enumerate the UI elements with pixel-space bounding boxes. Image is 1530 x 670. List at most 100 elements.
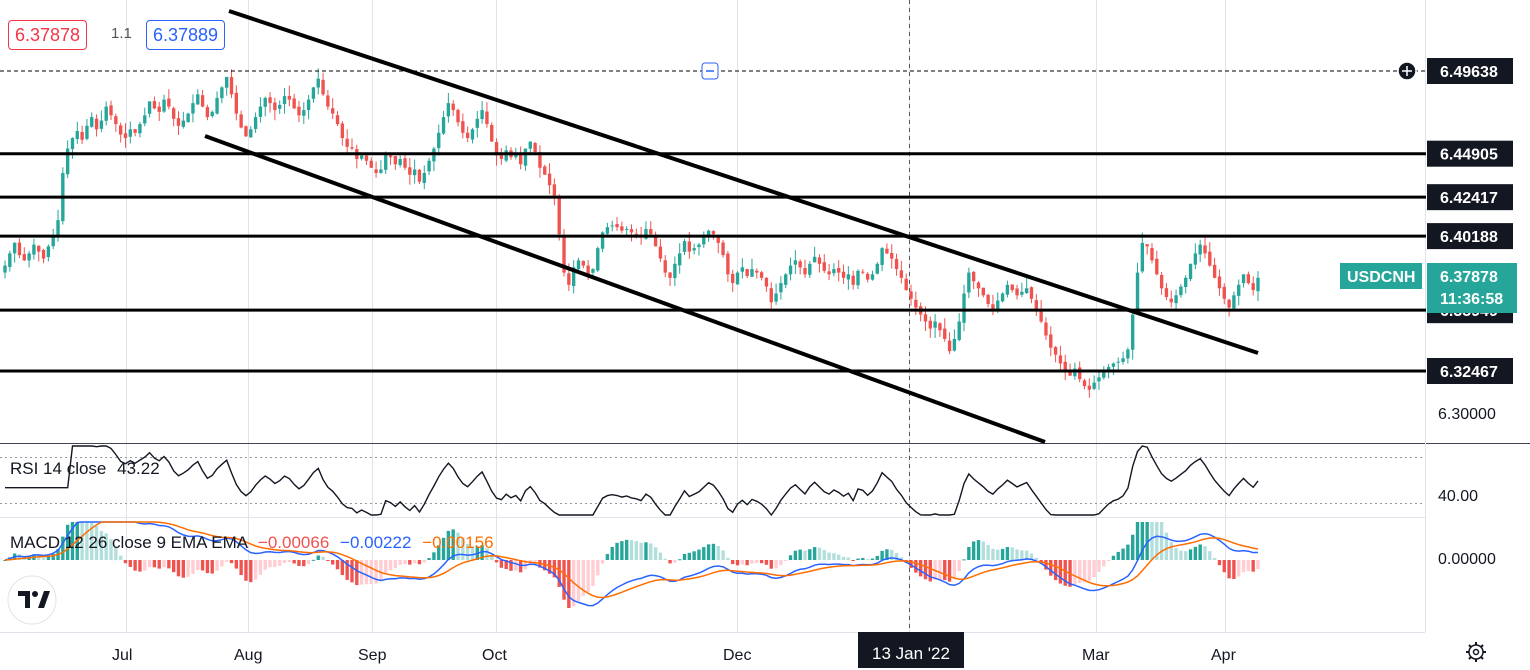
candle-body [480,110,484,120]
macd-hist-bar [1063,560,1067,586]
channel-lines[interactable] [204,9,1259,444]
macd-hist-bar [1135,522,1140,560]
bid-price-box[interactable]: 6.37878 [8,20,88,50]
macd-hist-bar [894,553,899,560]
candle-body [755,270,759,273]
candle-body [297,106,301,116]
candle-body [576,260,581,270]
horizontal-levels[interactable] [0,70,1426,373]
candle-body [841,271,846,278]
macd-hist-bar [759,560,764,564]
macd-hist-bar [740,560,745,565]
macd-hist-bar [957,560,961,572]
rsi-legend[interactable]: RSI 14 close 43.22 [10,459,160,479]
drag-handle-icon[interactable] [701,62,719,80]
macd-hist-bar [880,550,884,560]
settings-gear-icon[interactable] [1466,642,1486,662]
macd-hist-bar [1126,544,1130,560]
candle-body [552,184,557,196]
macd-hist-bar [1058,560,1063,584]
macd-hist-bar [755,560,759,563]
tradingview-logo-icon[interactable] [7,575,57,625]
candle-body [321,79,325,95]
candle-body [157,106,161,112]
ask-price-box[interactable]: 6.37889 [146,20,226,50]
add-alert-icon[interactable] [1397,61,1417,81]
macd-legend[interactable]: MACD 12 26 close 9 EMA EMA −0.00066 −0.0… [10,533,494,553]
candle-body [706,230,711,238]
macd-hist-bar [596,560,600,576]
macd-hist-bar [258,560,263,575]
time-axis-tick: Sep [358,647,387,664]
rsi-label: RSI 14 close [10,459,107,478]
candle-body [899,270,904,278]
candle-body [596,248,600,271]
macd-hist-bar [65,524,70,560]
candle-body [538,152,542,168]
macd-hist-bar [109,539,113,560]
candle-body [56,220,60,238]
channel-line[interactable] [204,134,1046,444]
macd-hist-bar [61,536,65,560]
candle-body [1053,347,1058,355]
macd-hist-bar [764,560,769,565]
macd-hist-bar [499,560,504,568]
candle-body [629,229,634,233]
candle-body [1150,248,1154,261]
macd-hist-bar [244,560,248,581]
macd-hist-bar [1024,550,1029,560]
candle-body [3,265,7,273]
candle-body [788,265,793,275]
macd-hist-bar [653,547,658,560]
candle-body [114,116,118,125]
macd-hist-bar [335,560,340,570]
macd-hist-bar [986,544,990,560]
macd-hist-bar [697,549,701,560]
candlestick-series [3,68,1260,398]
svg-text:13 Jan '22: 13 Jan '22 [872,644,950,663]
channel-line[interactable] [228,9,1259,355]
macd-hist-bar [369,560,373,584]
macd-hist-bar [94,525,99,560]
candle-body [653,234,658,247]
candle-body [475,118,479,128]
time-axis: Jul Aug Sep Oct Dec Mar Apr [112,647,1237,664]
macd-hist-bar [278,560,282,566]
candle-body [938,323,942,331]
candle-body [1164,288,1169,298]
candle-body [171,108,176,119]
macd-hist-bar [446,530,451,560]
candle-body [456,109,460,123]
macd-hist-bar [441,537,446,560]
candle-body [123,133,128,139]
macd-hist-bar [1145,522,1149,560]
macd-hist-bar [1174,547,1178,560]
candle-body [229,77,234,95]
macd-hist-bar [181,560,185,578]
macd-hist-bar [702,547,706,560]
candle-body [326,95,330,107]
candle-body [1015,288,1019,296]
candle-body [567,273,571,285]
macd-hist-bar [326,560,330,561]
candle-body [721,242,725,256]
macd-hist-bar [461,538,465,560]
macd-hist-bar [817,547,822,560]
macd-hist-bar [1049,560,1053,576]
candle-body [880,248,884,266]
candle-body [379,169,383,173]
level-label-box [1427,358,1513,384]
macd-hist-bar [485,548,489,560]
candle-body [909,291,913,299]
candle-body [644,228,648,239]
macd-hist-bar [735,560,740,566]
macd-hist-bar [798,549,802,560]
macd-hist-bar [586,560,590,592]
macd-hist-bar [639,542,643,560]
candle-body [191,103,195,114]
macd-hist-bar [673,560,677,563]
candle-body [682,241,687,252]
candle-body [1241,274,1246,284]
candle-body [904,278,908,291]
